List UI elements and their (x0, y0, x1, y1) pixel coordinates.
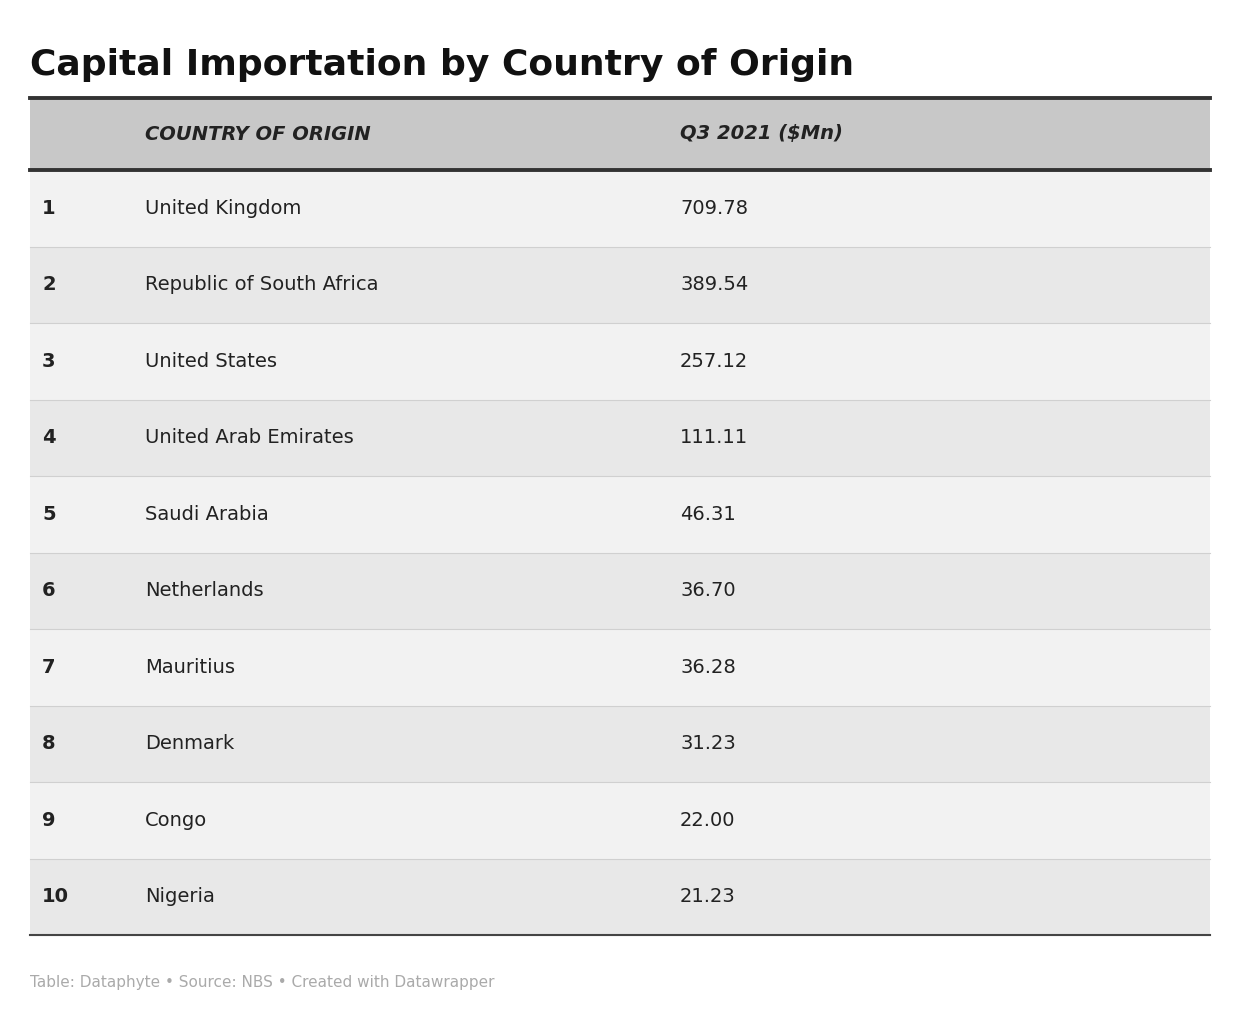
Text: Nigeria: Nigeria (145, 887, 215, 906)
Bar (30, 98, 1210, 170)
Text: 6: 6 (42, 581, 56, 600)
Text: Q3 2021 ($Mn): Q3 2021 ($Mn) (680, 124, 843, 143)
Bar (30, 170, 1210, 246)
Text: 3: 3 (42, 351, 56, 371)
Bar (30, 629, 1210, 706)
Text: 709.78: 709.78 (680, 199, 748, 218)
Text: 22.00: 22.00 (680, 811, 735, 830)
Bar (30, 246, 1210, 323)
Bar (30, 323, 1210, 400)
Text: 5: 5 (42, 505, 56, 524)
Bar (30, 400, 1210, 476)
Text: 36.28: 36.28 (680, 658, 735, 677)
Text: 7: 7 (42, 658, 56, 677)
Text: 111.11: 111.11 (680, 428, 748, 447)
Bar (30, 706, 1210, 782)
Text: Republic of South Africa: Republic of South Africa (145, 276, 378, 294)
Text: United Kingdom: United Kingdom (145, 199, 301, 218)
Text: Saudi Arabia: Saudi Arabia (145, 505, 269, 524)
Text: 257.12: 257.12 (680, 351, 748, 371)
Text: 4: 4 (42, 428, 56, 447)
Text: 36.70: 36.70 (680, 581, 735, 600)
Text: 8: 8 (42, 734, 56, 753)
Text: Table: Dataphyte • Source: NBS • Created with Datawrapper: Table: Dataphyte • Source: NBS • Created… (30, 975, 495, 990)
Text: Mauritius: Mauritius (145, 658, 236, 677)
Text: 389.54: 389.54 (680, 276, 748, 294)
Text: 46.31: 46.31 (680, 505, 735, 524)
Bar (30, 858, 1210, 935)
Text: 10: 10 (42, 887, 69, 906)
Text: United States: United States (145, 351, 277, 371)
Text: COUNTRY OF ORIGIN: COUNTRY OF ORIGIN (145, 124, 371, 143)
Text: United Arab Emirates: United Arab Emirates (145, 428, 353, 447)
Text: Netherlands: Netherlands (145, 581, 264, 600)
Text: 21.23: 21.23 (680, 887, 735, 906)
Text: Capital Importation by Country of Origin: Capital Importation by Country of Origin (30, 48, 854, 82)
Text: 31.23: 31.23 (680, 734, 735, 753)
Text: Congo: Congo (145, 811, 207, 830)
Bar (30, 552, 1210, 629)
Bar (30, 476, 1210, 552)
Text: 1: 1 (42, 199, 56, 218)
Text: 2: 2 (42, 276, 56, 294)
Bar (30, 782, 1210, 858)
Text: Denmark: Denmark (145, 734, 234, 753)
Text: 9: 9 (42, 811, 56, 830)
